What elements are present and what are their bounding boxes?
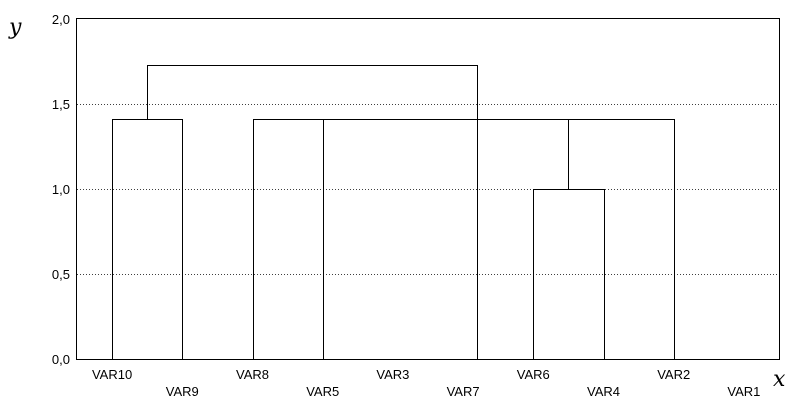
- x-category-label: VAR10: [92, 367, 132, 382]
- y-axis-title: y: [8, 15, 22, 40]
- x-category-label: VAR7: [447, 384, 480, 399]
- x-category-label: VAR8: [236, 367, 269, 382]
- x-category-label: VAR3: [376, 367, 409, 382]
- dendrogram-link: [568, 119, 675, 359]
- x-category-label: VAR9: [166, 384, 199, 399]
- x-category-label: VAR6: [517, 367, 550, 382]
- y-tick-label: 1,0: [52, 182, 70, 197]
- grid-lines: [77, 104, 779, 275]
- x-category-label: VAR1: [727, 384, 760, 399]
- x-category-labels: VAR10 VAR9 VAR8 VAR5 VAR3 VAR7 VAR6 VAR4 VAR2 VAR…: [92, 367, 760, 399]
- y-tick-labels: 0,0 0,5 1,0 1,5 2,0: [52, 12, 70, 367]
- dendrogram-link: [147, 65, 478, 359]
- x-axis-title: x: [773, 367, 786, 392]
- x-category-label: VAR2: [657, 367, 690, 382]
- dendrogram-links: [112, 65, 675, 359]
- y-tick-label: 0,5: [52, 267, 70, 282]
- dendrogram-link: [323, 119, 569, 359]
- y-tick-label: 0,0: [52, 352, 70, 367]
- y-tick-label: 2,0: [52, 12, 70, 27]
- y-tick-label: 1,5: [52, 97, 70, 112]
- dendrogram-link: [112, 119, 183, 359]
- plot-frame: [76, 18, 780, 360]
- x-category-label: VAR4: [587, 384, 620, 399]
- x-category-label: VAR5: [306, 384, 339, 399]
- dendrogram-link: [253, 119, 324, 359]
